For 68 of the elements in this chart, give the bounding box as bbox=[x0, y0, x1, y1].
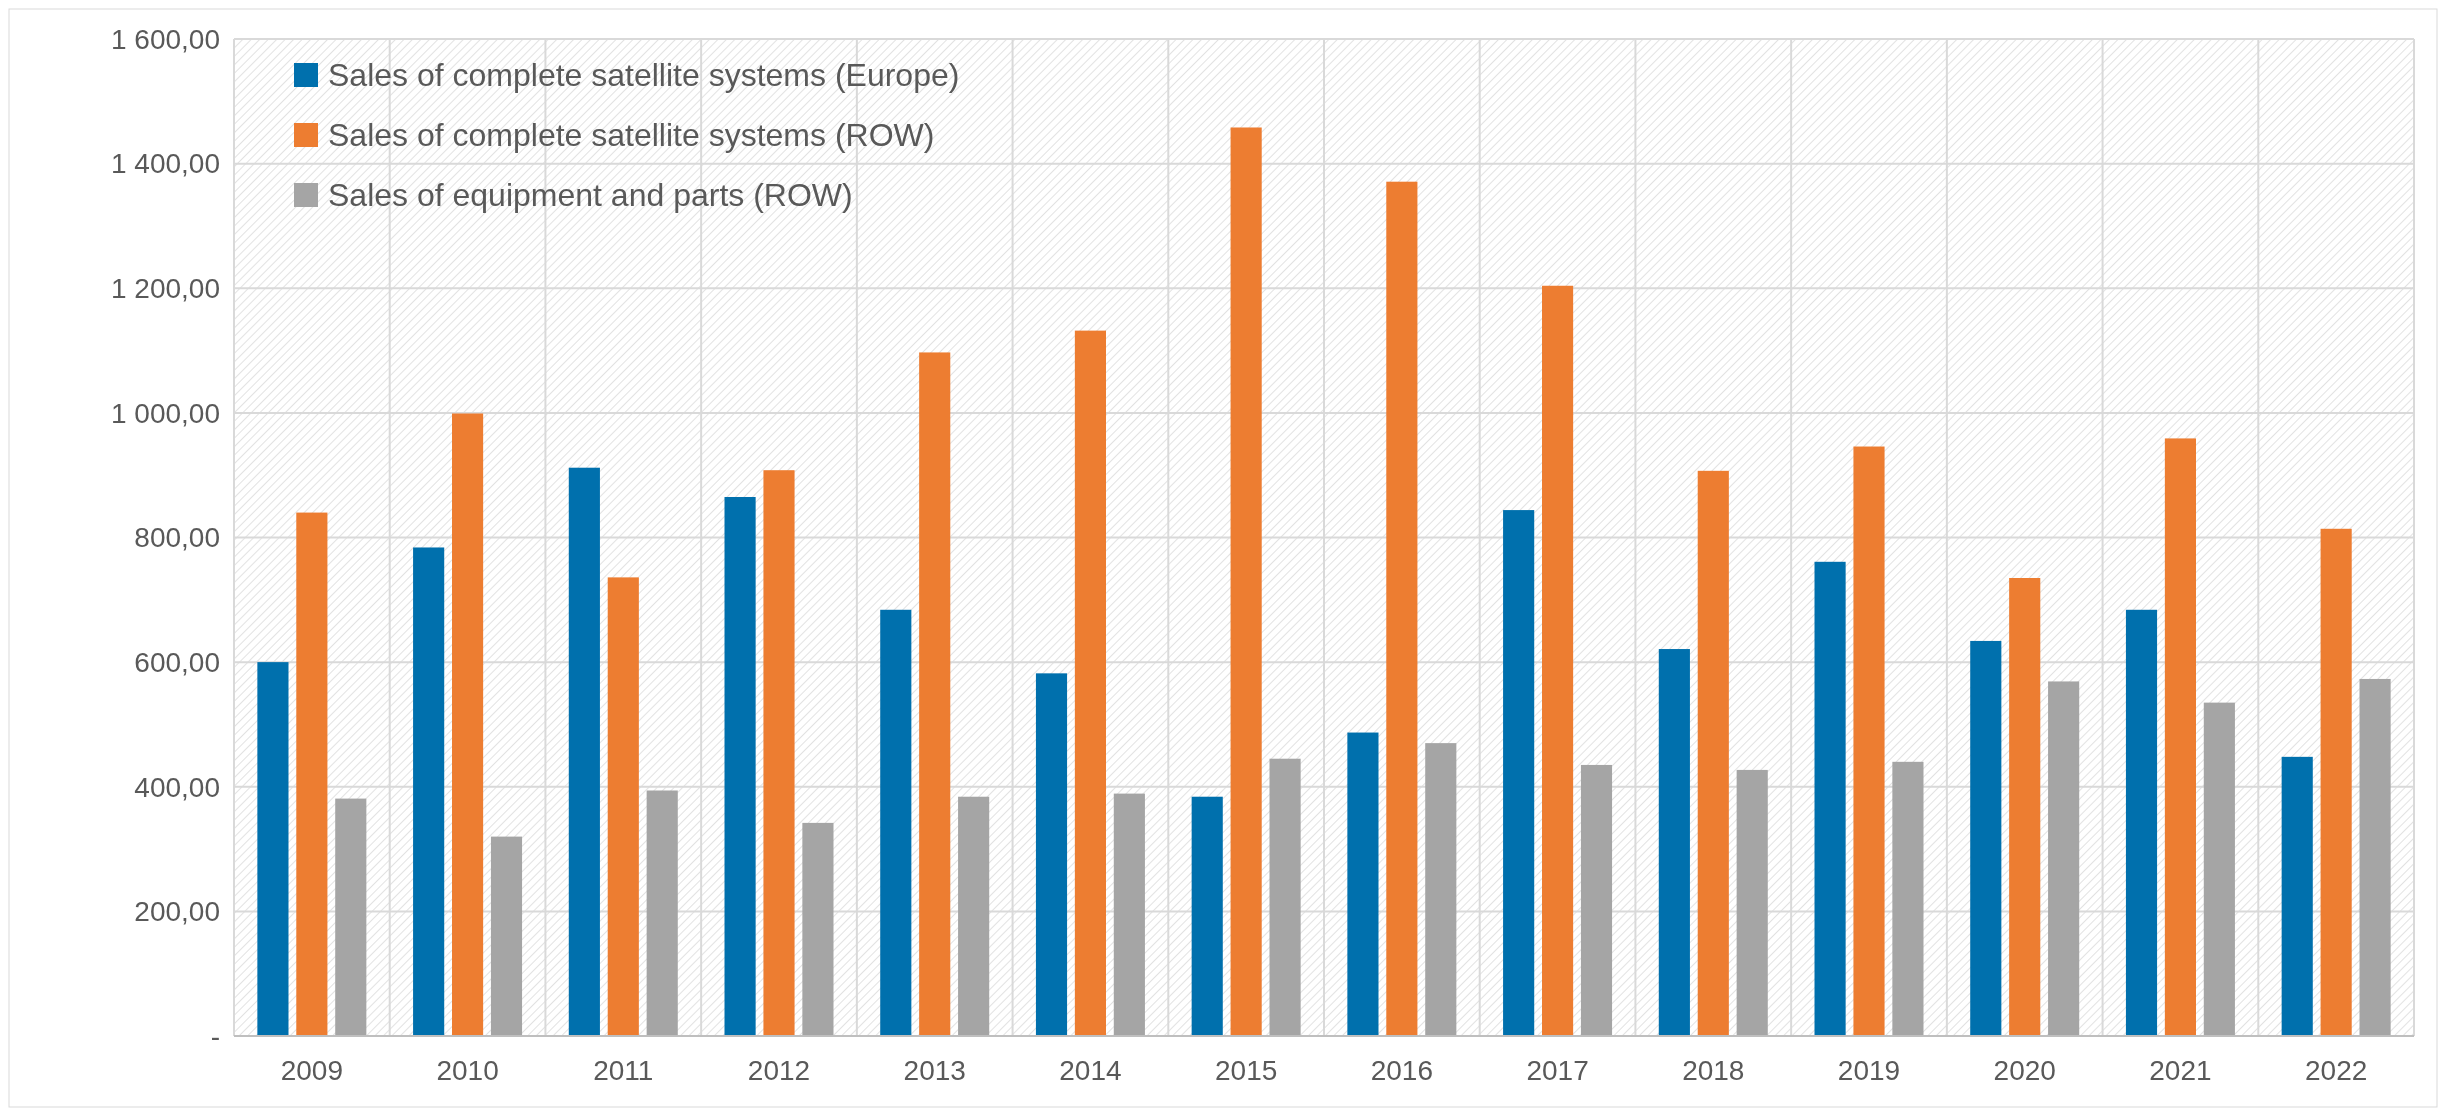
x-tick-label: 2015 bbox=[1214, 1055, 1278, 1086]
x-tick-label: 2019 bbox=[1837, 1055, 1901, 1086]
bar bbox=[2359, 678, 2391, 1036]
bar bbox=[802, 822, 834, 1036]
bar bbox=[1658, 649, 1690, 1036]
y-tick-label: 1 600,00 bbox=[111, 23, 220, 55]
bar bbox=[568, 467, 600, 1036]
bar bbox=[1074, 330, 1106, 1036]
bar bbox=[1269, 758, 1301, 1036]
x-tick-label: 2021 bbox=[2149, 1055, 2212, 1086]
bar bbox=[2009, 578, 2041, 1036]
bar bbox=[2203, 702, 2235, 1036]
x-tick-label: 2016 bbox=[1370, 1055, 1434, 1086]
bar bbox=[1736, 769, 1768, 1036]
y-tick-label: 600,00 bbox=[134, 646, 220, 678]
y-tick-label: 1 400,00 bbox=[111, 148, 220, 180]
legend-label: Sales of equipment and parts (ROW) bbox=[328, 177, 853, 214]
bar bbox=[880, 609, 912, 1036]
x-tick-label: 2011 bbox=[593, 1055, 654, 1086]
x-tick-label: 2012 bbox=[747, 1055, 811, 1086]
bar bbox=[724, 497, 756, 1036]
bar bbox=[1230, 127, 1262, 1036]
bar bbox=[1113, 793, 1145, 1036]
bar bbox=[1697, 470, 1729, 1036]
y-tick-label: 1 000,00 bbox=[111, 397, 220, 429]
bar bbox=[1425, 743, 1457, 1036]
bar bbox=[763, 470, 795, 1036]
bar bbox=[296, 512, 328, 1036]
x-tick-label: 2010 bbox=[436, 1055, 499, 1086]
bar bbox=[1191, 796, 1223, 1036]
x-tick-label: 2013 bbox=[903, 1055, 966, 1086]
bar bbox=[646, 790, 678, 1036]
bar bbox=[1035, 673, 1068, 1036]
bar bbox=[490, 836, 523, 1036]
y-tick-label: 800,00 bbox=[134, 522, 220, 554]
x-tick-label: 2020 bbox=[1993, 1055, 2056, 1086]
bar bbox=[335, 798, 367, 1036]
bar bbox=[919, 352, 951, 1036]
bar bbox=[1814, 561, 1846, 1036]
x-tick-label: 2022 bbox=[2304, 1055, 2368, 1086]
bar bbox=[607, 577, 639, 1036]
bar bbox=[452, 413, 484, 1036]
y-tick-label: 400,00 bbox=[134, 771, 220, 803]
bar bbox=[2164, 438, 2196, 1036]
bar bbox=[958, 796, 990, 1036]
y-tick-label: 1 200,00 bbox=[111, 273, 220, 305]
bar bbox=[1542, 285, 1574, 1036]
bar bbox=[1503, 510, 1535, 1036]
bar bbox=[413, 547, 445, 1036]
bar bbox=[2281, 756, 2313, 1036]
bar bbox=[2125, 609, 2158, 1036]
x-tick-label: 2014 bbox=[1059, 1055, 1122, 1086]
bar bbox=[2048, 681, 2080, 1036]
bar bbox=[1347, 732, 1379, 1036]
x-tick-label: 2018 bbox=[1682, 1055, 1745, 1086]
bar bbox=[1853, 446, 1885, 1036]
bar bbox=[1580, 764, 1613, 1036]
bar bbox=[257, 662, 289, 1036]
y-tick-label: 200,00 bbox=[134, 896, 220, 928]
y-tick-label: - bbox=[210, 1020, 220, 1052]
legend-label: Sales of complete satellite systems (Europe) bbox=[328, 57, 960, 94]
x-tick-label: 2009 bbox=[280, 1055, 344, 1086]
bar bbox=[2320, 528, 2352, 1036]
legend-label: Sales of complete satellite systems (ROW) bbox=[328, 117, 935, 154]
bar bbox=[1970, 640, 2002, 1036]
bar bbox=[1892, 761, 1924, 1036]
x-tick-label: 2017 bbox=[1526, 1055, 1589, 1086]
bar bbox=[1386, 181, 1418, 1036]
